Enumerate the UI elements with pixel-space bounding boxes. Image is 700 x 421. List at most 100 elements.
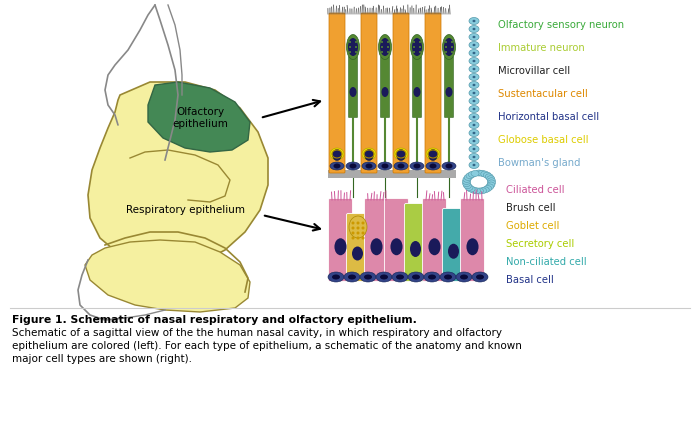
Ellipse shape — [469, 50, 479, 56]
FancyBboxPatch shape — [423, 198, 447, 282]
Ellipse shape — [444, 38, 454, 56]
Text: Olfactory sensory neuron: Olfactory sensory neuron — [498, 20, 624, 30]
Ellipse shape — [410, 162, 424, 170]
Ellipse shape — [362, 162, 376, 170]
FancyBboxPatch shape — [329, 13, 345, 173]
Ellipse shape — [471, 171, 479, 176]
Ellipse shape — [412, 274, 420, 280]
FancyBboxPatch shape — [381, 56, 389, 117]
Ellipse shape — [356, 226, 360, 229]
Ellipse shape — [456, 272, 472, 282]
Ellipse shape — [451, 46, 453, 48]
Ellipse shape — [356, 237, 360, 240]
Ellipse shape — [473, 68, 475, 70]
Ellipse shape — [445, 163, 452, 168]
Ellipse shape — [414, 87, 421, 97]
FancyBboxPatch shape — [361, 13, 377, 173]
Ellipse shape — [469, 154, 479, 160]
Text: Globose basal cell: Globose basal cell — [498, 135, 589, 145]
Text: Non-ciliated cell: Non-ciliated cell — [506, 257, 587, 267]
Text: Microvillar cell: Microvillar cell — [498, 66, 570, 76]
Ellipse shape — [442, 35, 456, 59]
Ellipse shape — [335, 238, 346, 255]
Ellipse shape — [349, 51, 351, 53]
Ellipse shape — [426, 148, 440, 160]
Text: Olfactory
epithelium: Olfactory epithelium — [172, 107, 228, 129]
Ellipse shape — [365, 163, 372, 168]
Ellipse shape — [349, 87, 356, 97]
FancyBboxPatch shape — [328, 170, 456, 178]
Ellipse shape — [365, 149, 374, 160]
Ellipse shape — [361, 232, 365, 234]
FancyBboxPatch shape — [425, 13, 441, 173]
Text: Brush cell: Brush cell — [506, 203, 556, 213]
Ellipse shape — [473, 116, 475, 118]
Text: Sustentacular cell: Sustentacular cell — [498, 89, 588, 99]
FancyBboxPatch shape — [444, 56, 454, 117]
FancyBboxPatch shape — [384, 198, 409, 282]
Text: Horizontal basal cell: Horizontal basal cell — [498, 112, 599, 122]
Ellipse shape — [445, 41, 447, 43]
Ellipse shape — [362, 148, 376, 160]
Ellipse shape — [394, 162, 408, 170]
Ellipse shape — [360, 272, 376, 282]
FancyBboxPatch shape — [328, 198, 353, 282]
Ellipse shape — [445, 46, 447, 48]
Ellipse shape — [469, 130, 479, 136]
Ellipse shape — [487, 178, 496, 184]
Ellipse shape — [473, 52, 475, 54]
Ellipse shape — [428, 149, 438, 160]
Ellipse shape — [419, 46, 421, 48]
Ellipse shape — [463, 181, 470, 187]
Ellipse shape — [413, 41, 415, 43]
FancyBboxPatch shape — [412, 56, 421, 117]
Ellipse shape — [485, 174, 494, 180]
Text: Bowman's gland: Bowman's gland — [498, 158, 580, 168]
Ellipse shape — [465, 184, 473, 190]
Ellipse shape — [398, 163, 405, 168]
Ellipse shape — [473, 20, 475, 22]
Ellipse shape — [352, 247, 363, 261]
Ellipse shape — [481, 171, 489, 177]
Ellipse shape — [473, 132, 475, 134]
Ellipse shape — [387, 51, 389, 53]
FancyBboxPatch shape — [405, 203, 426, 282]
Ellipse shape — [344, 272, 360, 282]
Ellipse shape — [469, 106, 479, 112]
Ellipse shape — [355, 46, 357, 48]
Ellipse shape — [469, 90, 479, 96]
Ellipse shape — [330, 148, 344, 160]
Ellipse shape — [487, 182, 495, 188]
Ellipse shape — [349, 216, 367, 238]
Ellipse shape — [473, 156, 475, 158]
Ellipse shape — [396, 149, 405, 160]
Ellipse shape — [451, 51, 453, 53]
Ellipse shape — [473, 92, 475, 94]
Ellipse shape — [355, 41, 357, 43]
Ellipse shape — [380, 274, 388, 280]
Ellipse shape — [428, 238, 440, 255]
Polygon shape — [88, 82, 268, 268]
Ellipse shape — [349, 41, 351, 43]
Ellipse shape — [419, 51, 421, 53]
Ellipse shape — [483, 172, 491, 178]
FancyBboxPatch shape — [365, 198, 388, 282]
Ellipse shape — [473, 76, 475, 78]
Ellipse shape — [460, 274, 468, 280]
Polygon shape — [148, 82, 250, 152]
Ellipse shape — [473, 148, 475, 150]
Ellipse shape — [387, 46, 389, 48]
Ellipse shape — [379, 35, 391, 59]
Ellipse shape — [387, 41, 389, 43]
Ellipse shape — [473, 84, 475, 86]
FancyBboxPatch shape — [461, 198, 484, 282]
Ellipse shape — [381, 41, 383, 43]
Ellipse shape — [419, 41, 421, 43]
Ellipse shape — [467, 186, 475, 192]
Text: Respiratory epithelium: Respiratory epithelium — [125, 205, 244, 215]
Ellipse shape — [473, 108, 475, 110]
Ellipse shape — [413, 51, 415, 53]
Ellipse shape — [440, 272, 456, 282]
FancyBboxPatch shape — [442, 208, 465, 282]
Ellipse shape — [408, 272, 424, 282]
